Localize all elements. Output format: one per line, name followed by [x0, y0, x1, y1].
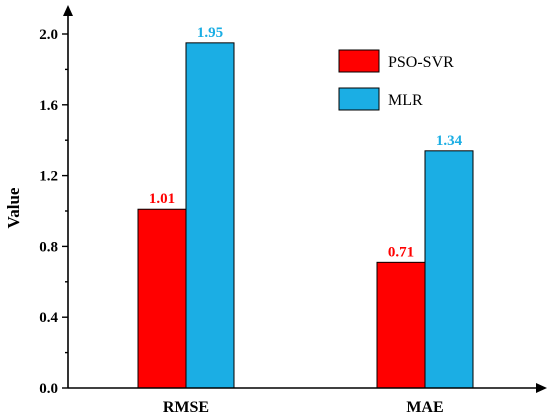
- data-label: 1.34: [436, 133, 463, 149]
- y-tick-label: 0.8: [39, 239, 58, 255]
- x-tick-label: MAE: [406, 399, 443, 416]
- data-label: 1.01: [149, 191, 175, 207]
- legend-label: PSO-SVR: [388, 54, 454, 71]
- data-label: 1.95: [197, 25, 223, 41]
- y-tick-label: 0.4: [39, 310, 58, 326]
- bar-pso-svr-rmse: [137, 208, 187, 389]
- x-tick-label: RMSE: [163, 399, 209, 416]
- legend: PSO-SVR MLR: [338, 49, 454, 111]
- y-tick-label: 1.6: [39, 98, 58, 114]
- legend-swatch: [338, 87, 380, 111]
- y-tick-label: 2.0: [39, 27, 58, 43]
- bar-pso-svr-mae: [376, 261, 426, 389]
- y-tick-label: 0.0: [39, 381, 58, 397]
- legend-swatch: [338, 49, 380, 73]
- y-axis-label: Value: [4, 187, 23, 228]
- x-axis-arrow-icon: [536, 383, 547, 393]
- bar-mlr-rmse: [185, 42, 235, 389]
- bar-mlr-mae: [424, 150, 474, 389]
- y-axis-arrow-icon: [63, 5, 73, 16]
- y-tick-label: 1.2: [39, 169, 58, 185]
- data-label: 0.71: [388, 244, 414, 260]
- legend-label: MLR: [388, 92, 423, 109]
